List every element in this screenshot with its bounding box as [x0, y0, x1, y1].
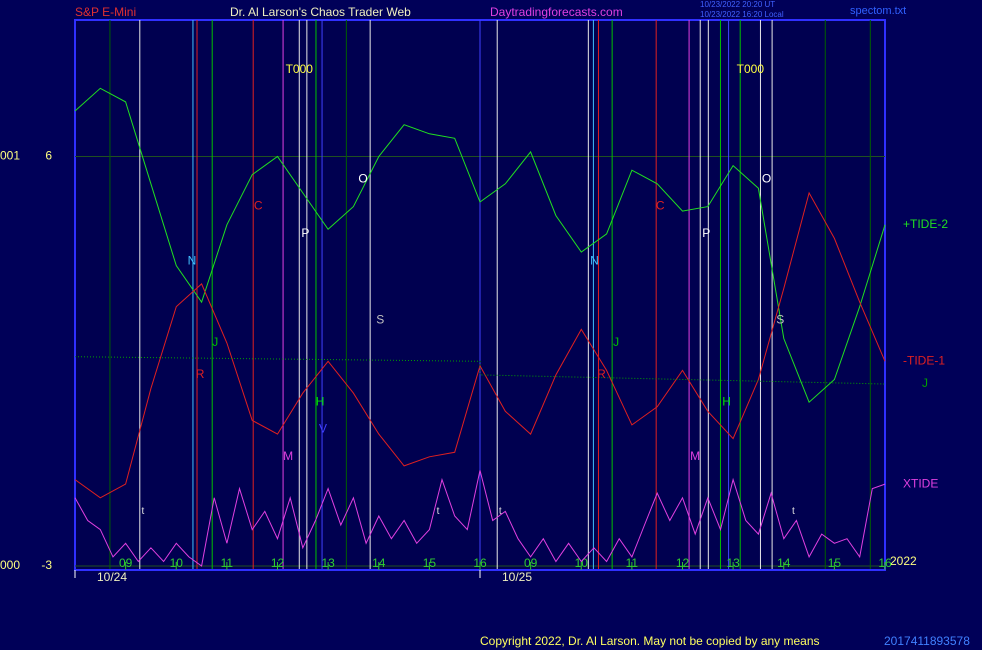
- event-annotation: C: [656, 199, 665, 213]
- x-tick-label: 10: [170, 556, 184, 570]
- event-annotation: H: [722, 394, 731, 408]
- series-line: [74, 87, 886, 404]
- x-tick-label: 13: [726, 556, 740, 570]
- x-tick-label: 10: [575, 556, 589, 570]
- x-tick-label: 12: [676, 556, 690, 570]
- website: Daytradingforecasts.com: [490, 5, 623, 19]
- event-annotation: R: [196, 367, 205, 381]
- event-annotation: P: [301, 226, 309, 240]
- legend-label: XTIDE: [903, 476, 938, 490]
- series-line: [74, 356, 886, 385]
- date-label: 10/25: [502, 570, 532, 584]
- x-tick-label: 14: [372, 556, 386, 570]
- x-tick-label: 11: [221, 556, 234, 570]
- date-label: 10/24: [97, 570, 127, 584]
- legend-label: -TIDE-1: [903, 353, 945, 367]
- event-annotation: N: [188, 253, 197, 267]
- event-annotation: T000: [737, 62, 765, 76]
- event-annotation: t: [437, 506, 440, 517]
- event-annotation: S: [376, 312, 384, 326]
- y-tick-label: 6: [45, 149, 52, 163]
- event-annotation: N: [590, 253, 599, 267]
- event-annotation: M: [690, 449, 700, 463]
- x-tick-label: 16: [473, 556, 487, 570]
- event-annotation: C: [254, 199, 263, 213]
- series-line: [74, 191, 886, 499]
- x-tick-label: 15: [828, 556, 842, 570]
- instrument: S&P E-Mini: [75, 5, 136, 19]
- x-tick-label: 16: [878, 556, 892, 570]
- timestamp: 10/23/2022 16:20 Local: [700, 10, 784, 19]
- x-tick-label: 12: [271, 556, 285, 570]
- x-tick-label: 11: [626, 556, 639, 570]
- event-annotation: R: [597, 367, 606, 381]
- legend-label: J: [922, 376, 928, 390]
- x-tick-label: 15: [423, 556, 437, 570]
- event-annotation: t: [792, 506, 795, 517]
- x-tick-label: 14: [777, 556, 791, 570]
- event-annotation: O: [762, 171, 771, 185]
- legend-label: +TIDE-2: [903, 217, 948, 231]
- event-annotation: T000: [286, 62, 314, 76]
- chart-title: Dr. Al Larson's Chaos Trader Web: [230, 5, 411, 19]
- event-annotation: M: [283, 449, 293, 463]
- event-annotation: t: [499, 506, 502, 517]
- x-tick-label: 09: [119, 556, 133, 570]
- y-side-label: 000: [0, 558, 20, 572]
- event-annotation: V: [319, 422, 327, 436]
- y-side-label: 001: [0, 149, 20, 163]
- copyright: Copyright 2022, Dr. Al Larson. May not b…: [480, 634, 820, 648]
- event-annotation: J: [212, 335, 218, 349]
- timestamp: 10/23/2022 20:20 UT: [700, 0, 775, 9]
- event-annotation: J: [613, 335, 619, 349]
- y-tick-label: -3: [41, 558, 52, 572]
- event-annotation: O: [358, 171, 367, 185]
- x-tick-label: 09: [524, 556, 538, 570]
- event-annotation: P: [702, 226, 710, 240]
- file-name: spectom.txt: [850, 5, 906, 17]
- x-tick-label: 13: [321, 556, 335, 570]
- event-annotation: S: [776, 312, 784, 326]
- series-line: [74, 470, 886, 567]
- year: 2022: [890, 554, 917, 568]
- event-annotation: H: [316, 394, 325, 408]
- footer-code: 2017411893578: [884, 634, 970, 648]
- event-annotation: t: [141, 506, 144, 517]
